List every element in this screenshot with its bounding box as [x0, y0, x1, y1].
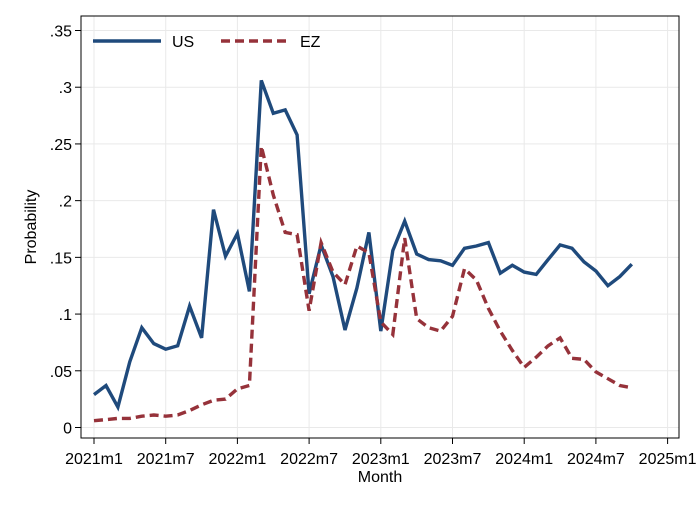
x-tick-label: 2021m7	[137, 451, 195, 468]
series-layer	[92, 79, 634, 423]
y-tick-label: 0	[63, 421, 72, 438]
legend-label-us: US	[172, 34, 194, 51]
x-tick-label: 2023m1	[352, 451, 410, 468]
y-tick-label: .2	[59, 194, 72, 211]
x-tick-label: 2024m1	[495, 451, 553, 468]
y-tick-label: .1	[59, 307, 72, 324]
axes: 0 .05 .1 .15 .2 .25 .3 .35 2021m1 2021m7 2022m1 202…	[50, 24, 697, 469]
y-tick-label: .3	[59, 80, 72, 97]
x-tick-label: 2022m1	[208, 451, 266, 468]
x-axis-title: Month	[358, 469, 402, 486]
x-tick-label: 2022m7	[280, 451, 338, 468]
y-tick-label: .05	[50, 364, 72, 381]
x-tick-label: 2025m1	[639, 451, 697, 468]
plot-area-frame	[80, 15, 680, 439]
legend-label-ez: EZ	[300, 34, 321, 51]
y-axis-title: Probability	[23, 190, 40, 265]
series-line-ez	[93, 145, 633, 423]
x-tick-label: 2021m1	[65, 451, 123, 468]
legend: US EZ	[93, 34, 321, 51]
y-tick-label: .35	[50, 24, 72, 41]
y-tick-label: .15	[50, 250, 72, 267]
x-tick-label: 2023m7	[424, 451, 482, 468]
y-tick-label: .25	[50, 137, 72, 154]
x-tick-label: 2024m7	[567, 451, 625, 468]
gridlines	[81, 16, 679, 438]
series-line-us	[92, 79, 634, 412]
